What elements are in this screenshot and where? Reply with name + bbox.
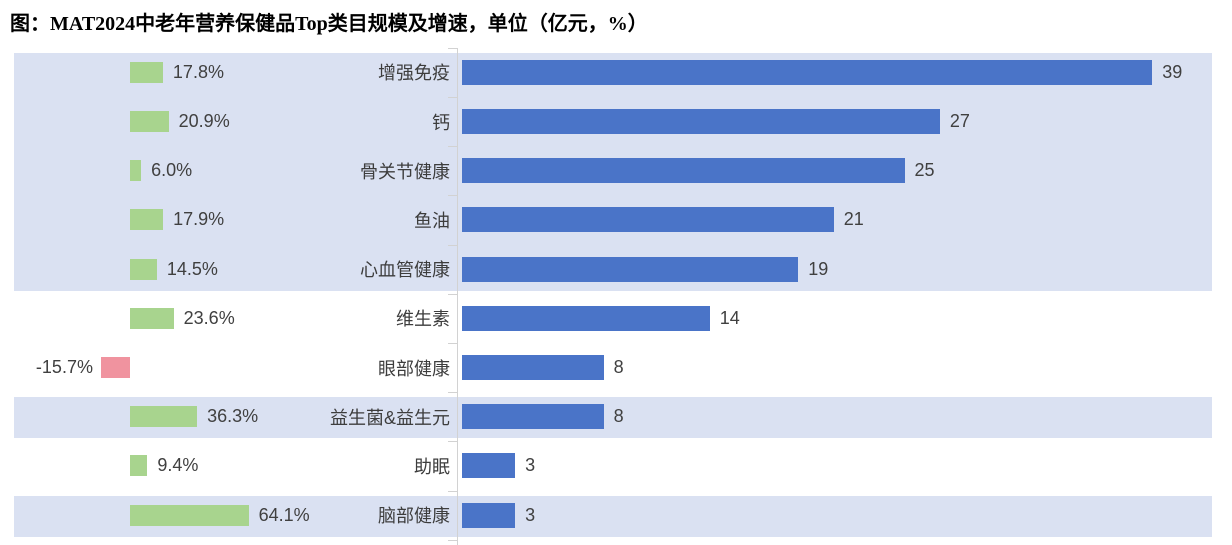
category-axis-line xyxy=(457,48,458,545)
growth-bar xyxy=(130,111,169,132)
category-label: 眼部健康 xyxy=(378,358,450,379)
chart-row: 17.9% 鱼油 21 xyxy=(0,195,1232,244)
category-label: 益生菌&益生元 xyxy=(329,407,450,428)
axis-tick xyxy=(448,244,457,246)
growth-bar xyxy=(130,160,142,182)
growth-value-label: 14.5% xyxy=(166,258,218,279)
scale-bar xyxy=(462,256,799,282)
growth-bar xyxy=(100,357,130,378)
scale-value-label: 3 xyxy=(525,504,536,525)
scale-value-label: 14 xyxy=(719,307,740,328)
scale-value-label: 19 xyxy=(808,258,829,279)
chart-row: 64.1% 脑部健康 3 xyxy=(0,491,1232,540)
scale-value-label: 25 xyxy=(914,160,935,181)
scale-value-label: 39 xyxy=(1162,61,1183,82)
growth-value-label: 64.1% xyxy=(258,504,310,525)
axis-tick xyxy=(448,343,457,344)
scale-value-label: 3 xyxy=(525,455,536,476)
category-label: 脑部健康 xyxy=(378,506,450,527)
chart-title: 图：MAT2024中老年营养保健品Top类目规模及增速，单位（亿元，%） xyxy=(10,13,648,35)
chart-row: -15.7% 眼部健康 8 xyxy=(0,343,1232,392)
growth-value-label: 36.3% xyxy=(207,406,259,427)
chart-row: 9.4% 助眠 3 xyxy=(0,441,1232,490)
category-label: 心血管健康 xyxy=(360,260,450,281)
growth-bar xyxy=(130,504,249,526)
growth-value-label: 23.6% xyxy=(183,307,235,328)
growth-value-label: -15.7% xyxy=(35,357,93,377)
chart-row: 17.8% 增强免疫 39 xyxy=(0,48,1232,97)
chart-row: 20.9% 钙 27 xyxy=(0,97,1232,146)
axis-tick xyxy=(448,490,457,492)
category-label: 鱼油 xyxy=(414,210,450,231)
scale-bar xyxy=(462,355,604,380)
scale-bar xyxy=(462,109,940,134)
growth-value-label: 17.9% xyxy=(173,209,225,230)
category-label: 维生素 xyxy=(396,309,450,330)
axis-tick xyxy=(448,392,457,394)
scale-bar xyxy=(462,207,834,233)
scale-bar xyxy=(462,404,604,430)
chart-row: 6.0% 骨关节健康 25 xyxy=(0,146,1232,195)
axis-tick xyxy=(448,97,457,98)
growth-value-label: 9.4% xyxy=(157,455,199,476)
category-label: 骨关节健康 xyxy=(360,161,450,182)
growth-value-label: 17.8% xyxy=(172,61,224,82)
scale-value-label: 8 xyxy=(613,406,624,427)
chart-row: 23.6% 维生素 14 xyxy=(0,294,1232,343)
growth-bar xyxy=(130,209,164,231)
chart-row: 36.3% 益生菌&益生元 8 xyxy=(0,392,1232,441)
growth-bar xyxy=(130,406,198,428)
growth-bar xyxy=(130,455,148,477)
axis-tick xyxy=(448,539,457,541)
growth-value-label: 20.9% xyxy=(178,111,230,131)
scale-bar xyxy=(462,59,1153,85)
chart-row: 14.5% 心血管健康 19 xyxy=(0,245,1232,294)
growth-bar xyxy=(130,61,163,83)
scale-bar xyxy=(462,158,905,184)
scale-bar xyxy=(462,453,516,479)
axis-tick xyxy=(448,47,457,49)
scale-bar xyxy=(462,305,710,331)
scale-value-label: 8 xyxy=(613,357,624,377)
scale-bar xyxy=(462,502,516,528)
scale-value-label: 21 xyxy=(843,209,864,230)
category-label: 钙 xyxy=(432,112,450,133)
axis-tick xyxy=(448,146,457,148)
category-label: 增强免疫 xyxy=(378,63,450,84)
axis-tick xyxy=(448,195,457,197)
axis-tick xyxy=(448,293,457,295)
category-label: 助眠 xyxy=(414,456,450,477)
growth-value-label: 6.0% xyxy=(151,160,193,181)
growth-bar xyxy=(130,307,174,329)
growth-bar xyxy=(130,258,157,280)
scale-value-label: 27 xyxy=(949,111,970,131)
row-band xyxy=(14,397,1212,439)
axis-tick xyxy=(448,441,457,443)
